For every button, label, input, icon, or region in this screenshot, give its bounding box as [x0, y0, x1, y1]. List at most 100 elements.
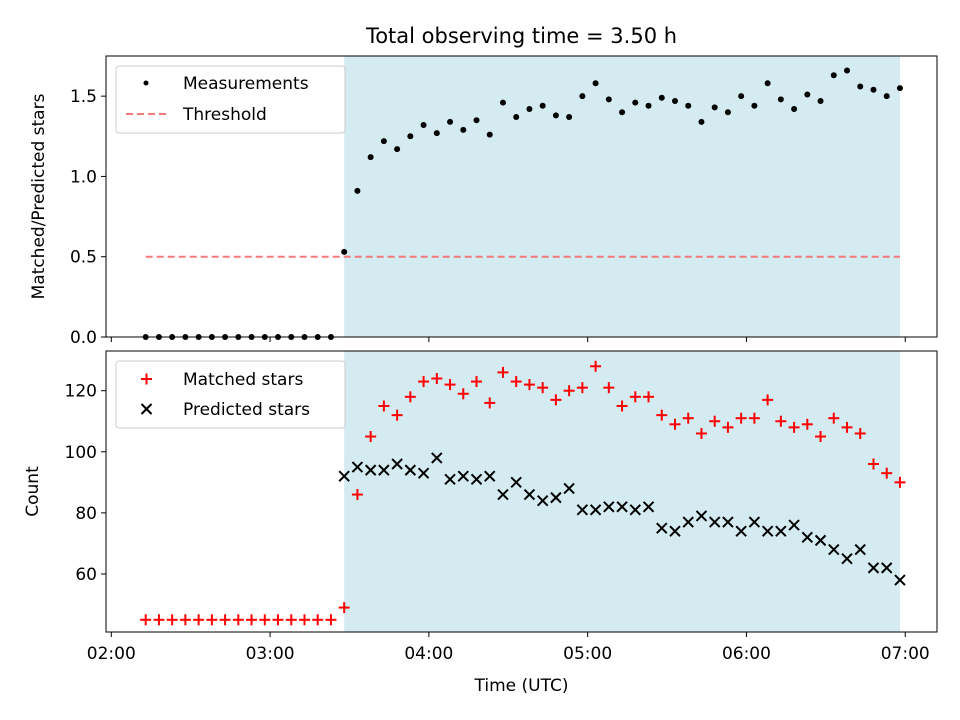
- predicted-star-point: [484, 470, 496, 482]
- matched-star-point: [815, 431, 827, 443]
- matched-star-point: [867, 458, 879, 470]
- measurement-point: [579, 93, 586, 100]
- matched-star-point: [854, 427, 866, 439]
- ratio-x-ticks: [110, 337, 906, 342]
- x-tick-label: 07:00: [881, 644, 930, 664]
- matched-star-point: [365, 431, 377, 443]
- measurement-point: [407, 133, 414, 140]
- ratio-legend-box: [115, 65, 346, 134]
- measurement-point: [499, 99, 506, 106]
- matched-star-point: [828, 412, 840, 424]
- matched-star-point: [510, 376, 522, 388]
- matched-star-point: [590, 360, 602, 372]
- matched-star-point: [616, 400, 628, 412]
- predicted-star-point: [444, 473, 456, 485]
- matched-star-point: [523, 379, 535, 391]
- predicted-star-point: [550, 491, 562, 504]
- measurement-point: [433, 130, 440, 137]
- matched-star-point: [166, 614, 178, 626]
- measurement-point: [711, 104, 718, 111]
- measurement-point: [751, 102, 758, 109]
- predicted-star-point: [391, 458, 403, 470]
- measurement-point: [486, 131, 493, 138]
- matched-star-point: [775, 415, 787, 427]
- predicted-star-point: [708, 516, 721, 528]
- matched-star-point: [206, 614, 218, 626]
- x-tick-label: 06:00: [722, 644, 771, 664]
- predicted-star-point: [828, 543, 840, 556]
- count-y-tick-label: 60: [75, 565, 97, 585]
- count-y-tick-label: 100: [65, 443, 97, 463]
- measurement-point: [883, 93, 890, 100]
- measurement-point: [592, 80, 599, 87]
- matched-star-point: [894, 476, 906, 488]
- legend-threshold-label: Threshold: [182, 105, 267, 125]
- measurement-point: [724, 109, 731, 116]
- measurement-point: [526, 105, 533, 112]
- measurement-point: [777, 96, 784, 103]
- count-legend-box: [115, 360, 346, 429]
- predicted-star-point: [497, 488, 509, 501]
- measurement-point: [380, 138, 387, 145]
- legend-measurements-marker: [143, 80, 149, 86]
- count-axes-frame: [105, 350, 938, 633]
- matched-star-point: [484, 397, 496, 409]
- predicted-star-point: [814, 534, 827, 547]
- measurement-point: [552, 112, 559, 119]
- matched-star-point: [140, 614, 152, 626]
- predicted-star-point: [470, 473, 483, 485]
- matched-star-point: [722, 421, 734, 433]
- matched-star-point: [153, 614, 165, 626]
- legend-predicted-marker: [140, 403, 153, 415]
- measurement-point: [341, 248, 348, 255]
- predicted-star-point: [881, 562, 893, 574]
- predicted-star-point: [894, 574, 906, 586]
- matched-star-point: [285, 614, 297, 626]
- measurement-point: [804, 91, 811, 98]
- measurement-point: [539, 102, 546, 109]
- count-y-tick-label: 120: [65, 382, 97, 402]
- measurement-point: [817, 97, 824, 104]
- predicted-star-point: [735, 525, 747, 537]
- matched-star-point: [418, 376, 430, 388]
- predicted-star-point: [576, 504, 589, 516]
- matched-star-point: [457, 388, 469, 400]
- predicted-star-point: [695, 510, 708, 522]
- measurement-point: [354, 187, 361, 194]
- x-axis-label: Time (UTC): [474, 676, 569, 696]
- predicted-star-point: [656, 522, 668, 534]
- x-tick-label: 04:00: [404, 644, 453, 664]
- count-panel: 60 80 100 120 02:00 03:00 04:00 05:00 06:00 07:0…: [23, 350, 938, 696]
- matched-star-point: [312, 614, 324, 626]
- matched-star-point: [682, 412, 694, 424]
- matched-star-point: [788, 421, 800, 433]
- measurement-point: [896, 85, 903, 92]
- predicted-star-point: [629, 504, 642, 516]
- measurement-point: [460, 126, 467, 133]
- measurement-point: [857, 83, 864, 90]
- measurement-point: [645, 102, 652, 109]
- predicted-star-point: [841, 552, 853, 565]
- matched-star-point: [351, 489, 363, 501]
- predicted-star-point: [682, 516, 694, 528]
- measurement-point: [685, 102, 692, 109]
- measurement-point: [738, 93, 745, 100]
- predicted-star-point: [761, 525, 774, 537]
- measurement-point: [658, 94, 665, 101]
- matched-star-point: [471, 376, 483, 388]
- matched-star-point: [537, 382, 549, 394]
- predicted-star-point: [431, 452, 443, 464]
- matched-star-point: [272, 614, 284, 626]
- predicted-star-point: [457, 470, 469, 482]
- predicted-star-point: [404, 464, 417, 476]
- predicted-star-point: [417, 467, 430, 479]
- matched-star-point: [695, 427, 707, 439]
- ratio-y-tick-label: 1.5: [70, 87, 97, 107]
- measurement-point: [513, 114, 520, 121]
- ratio-y-tick-label: 0.5: [70, 248, 97, 268]
- count-y-tick-label: 80: [75, 504, 97, 524]
- predicted-star-point: [523, 488, 536, 501]
- matched-star-point: [219, 614, 231, 626]
- matched-star-point: [444, 379, 456, 391]
- matched-star-point: [801, 418, 813, 430]
